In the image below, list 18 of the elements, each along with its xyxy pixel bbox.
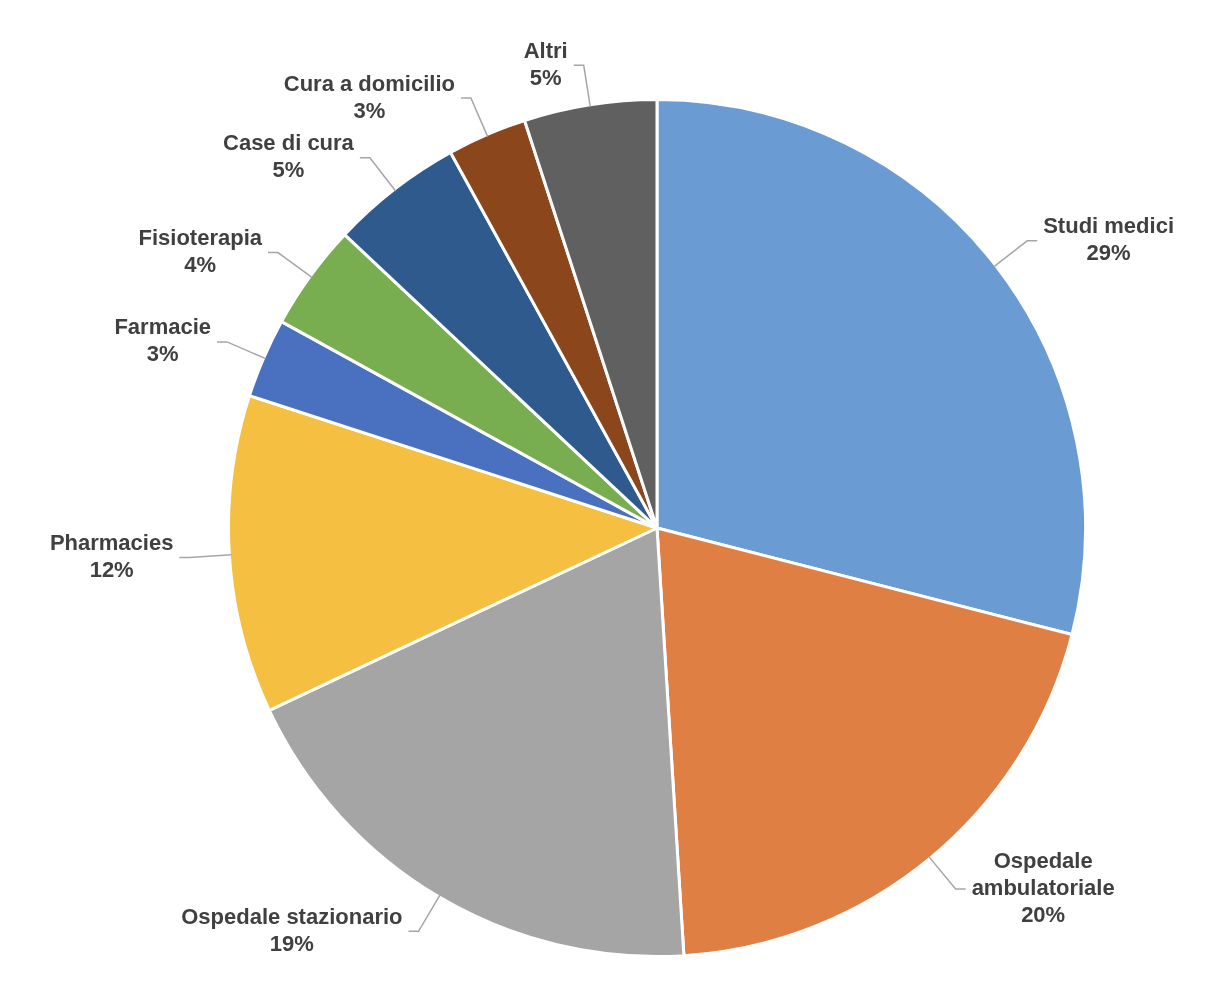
slice-label: Pharmacies [49, 529, 174, 555]
data-label: 5% [529, 64, 562, 90]
data-label: 20% [1021, 902, 1066, 928]
data-label: 4% [184, 252, 217, 278]
slice-label: Ospedale ambulatoriale [971, 848, 1115, 901]
data-label: 19% [269, 930, 314, 956]
slice-label: Altri [523, 37, 568, 63]
slice-label: Case di cura [223, 130, 355, 156]
slice-label: Studi medici [1043, 213, 1174, 239]
slice-label: Cura a domicilio [283, 70, 455, 96]
data-label: 29% [1086, 240, 1131, 266]
slice-label: Ospedale stazionario [181, 903, 403, 929]
data-label: 3% [353, 97, 386, 123]
data-label: 3% [146, 341, 179, 367]
data-label: 12% [89, 556, 134, 582]
data-label: 5% [272, 157, 305, 183]
slice-label: Farmacie [114, 314, 212, 340]
slice-label: Fisioterapia [138, 225, 263, 251]
